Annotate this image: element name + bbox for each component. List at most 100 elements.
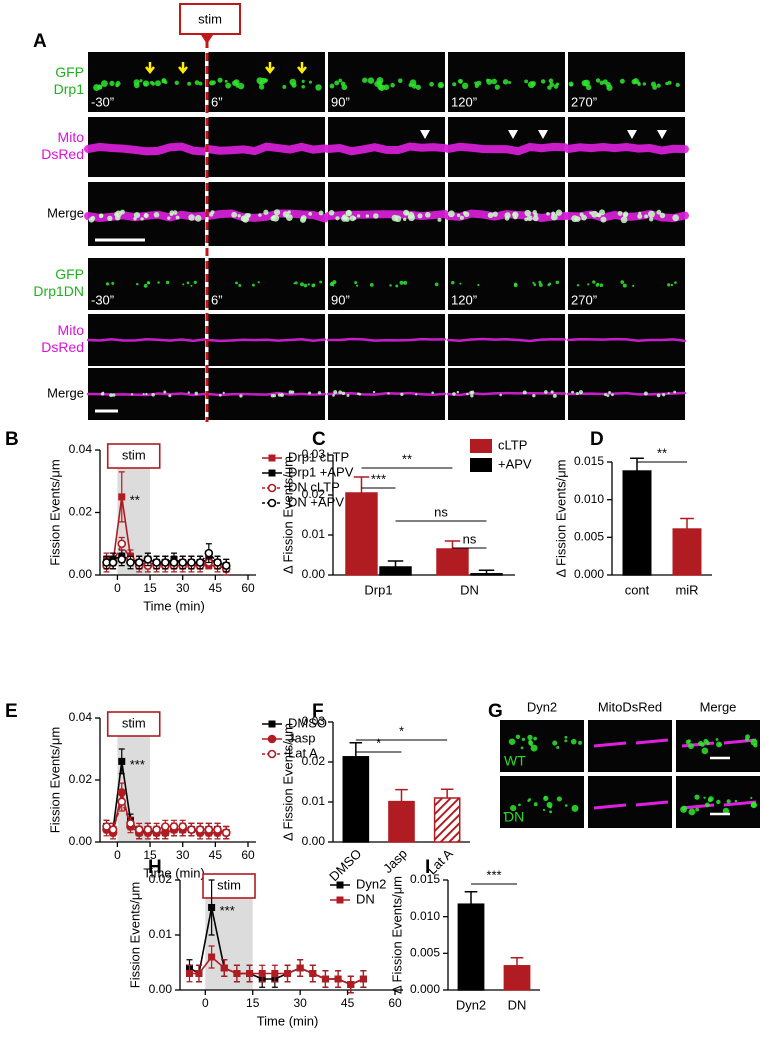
drp1-puncta: [346, 394, 350, 397]
arrowhead: [657, 130, 667, 139]
error-bar: [395, 788, 408, 802]
drp1-puncta: [133, 211, 141, 219]
micrograph: [448, 258, 565, 310]
legend-marker: [267, 483, 277, 493]
drp1-puncta: [411, 83, 417, 89]
dyn2-puncta: [527, 799, 530, 802]
bar: [503, 965, 531, 991]
stim-label: stim: [122, 715, 146, 730]
y-tick-label: 0.01: [302, 527, 326, 541]
drp1-puncta: [466, 392, 469, 396]
drp1-puncta: [194, 80, 200, 85]
data-point: [143, 825, 153, 834]
drp1-puncta: [456, 390, 460, 394]
legend-label: cLTP: [498, 437, 527, 452]
drp1-puncta: [431, 391, 434, 395]
dyn2-puncta: [564, 735, 568, 739]
dyn2-puncta: [718, 743, 722, 747]
dyn2-puncta: [744, 737, 749, 742]
row-label: Mito: [58, 322, 85, 338]
drp1-puncta: [555, 209, 563, 216]
y-tick-label: 0.00: [302, 567, 326, 581]
drp1-puncta: [352, 216, 357, 221]
drp1-puncta: [282, 84, 287, 89]
drp1-puncta: [231, 211, 238, 218]
drp1-puncta: [99, 214, 104, 219]
error-bar: [353, 476, 370, 493]
y-tick-label: 0.00: [69, 834, 93, 848]
drp1-puncta: [145, 392, 148, 396]
x-tick-label: 15: [246, 996, 260, 1010]
drp1-puncta: [417, 213, 423, 219]
drp1-puncta: [662, 393, 666, 397]
data-point: [169, 558, 179, 567]
drp1-puncta: [540, 79, 546, 84]
time-label: 270”: [571, 292, 597, 307]
panel-label: A: [33, 31, 47, 52]
drp1-puncta: [463, 211, 470, 218]
drp1-puncta: [667, 80, 672, 85]
row-label: Mito: [58, 129, 85, 145]
column-header: Merge: [700, 699, 737, 714]
x-tick-label: Dyn2: [456, 997, 486, 1012]
drp1-puncta: [532, 215, 539, 222]
data-point: [143, 555, 153, 564]
drp1-puncta: [303, 283, 308, 288]
drp1-puncta: [667, 283, 671, 287]
drp1-puncta: [100, 80, 108, 87]
significance: ns: [463, 531, 477, 546]
dyn2-puncta: [510, 804, 517, 812]
dyn2-puncta: [564, 804, 568, 807]
drp1-puncta: [538, 283, 543, 287]
drp1-puncta: [273, 209, 281, 216]
dyn2-puncta: [688, 808, 696, 816]
data-point: [152, 558, 161, 567]
drp1-puncta: [648, 217, 654, 222]
data-point: [118, 493, 126, 501]
x-axis-title: Time (min): [143, 598, 205, 613]
drp1-puncta: [632, 284, 635, 287]
drp1-puncta: [354, 281, 358, 285]
data-point: [169, 822, 179, 831]
mito-strand: [204, 209, 329, 223]
drp1-puncta: [262, 78, 268, 83]
data-point: [118, 757, 126, 765]
drp1-puncta: [109, 393, 114, 398]
drp1-puncta: [300, 215, 307, 221]
y-tick-label: 0.01: [149, 927, 173, 941]
row-label: Merge: [47, 205, 84, 220]
drp1-puncta: [458, 79, 463, 84]
drp1-puncta: [513, 283, 518, 288]
legend-marker: [336, 881, 344, 889]
drp1-puncta: [222, 391, 225, 394]
time-label: 90”: [331, 94, 350, 109]
drp1-puncta: [239, 394, 243, 398]
dyn2-puncta: [518, 803, 521, 807]
x-tick-label: 45: [341, 996, 355, 1010]
dyn2-puncta: [682, 805, 687, 811]
drp1-puncta: [143, 212, 149, 219]
error-bar: [680, 517, 694, 530]
drp1-puncta: [115, 83, 119, 88]
y-tick-label: 0.04: [69, 710, 93, 724]
drp1-puncta: [367, 77, 375, 84]
panel-label: H: [148, 857, 162, 878]
data-point: [108, 558, 118, 567]
drp1-puncta: [403, 217, 407, 222]
drp1-puncta: [429, 81, 434, 87]
x-tick-label: 0: [114, 848, 121, 862]
legend-label: Jasp: [288, 730, 315, 745]
legend-label: DN: [356, 891, 375, 906]
drp1-puncta: [133, 82, 140, 89]
drp1-puncta: [599, 209, 606, 216]
row-label: DsRed: [41, 339, 84, 355]
x-tick-label: 30: [176, 581, 190, 595]
significance: **: [130, 492, 140, 507]
drp1-puncta: [522, 390, 527, 395]
drp1-puncta: [599, 80, 604, 85]
drp1-puncta: [461, 82, 469, 90]
dyn2-puncta: [571, 804, 579, 812]
drp1-puncta: [289, 78, 297, 86]
drp1-puncta: [524, 79, 529, 84]
drp1-puncta: [643, 391, 648, 396]
